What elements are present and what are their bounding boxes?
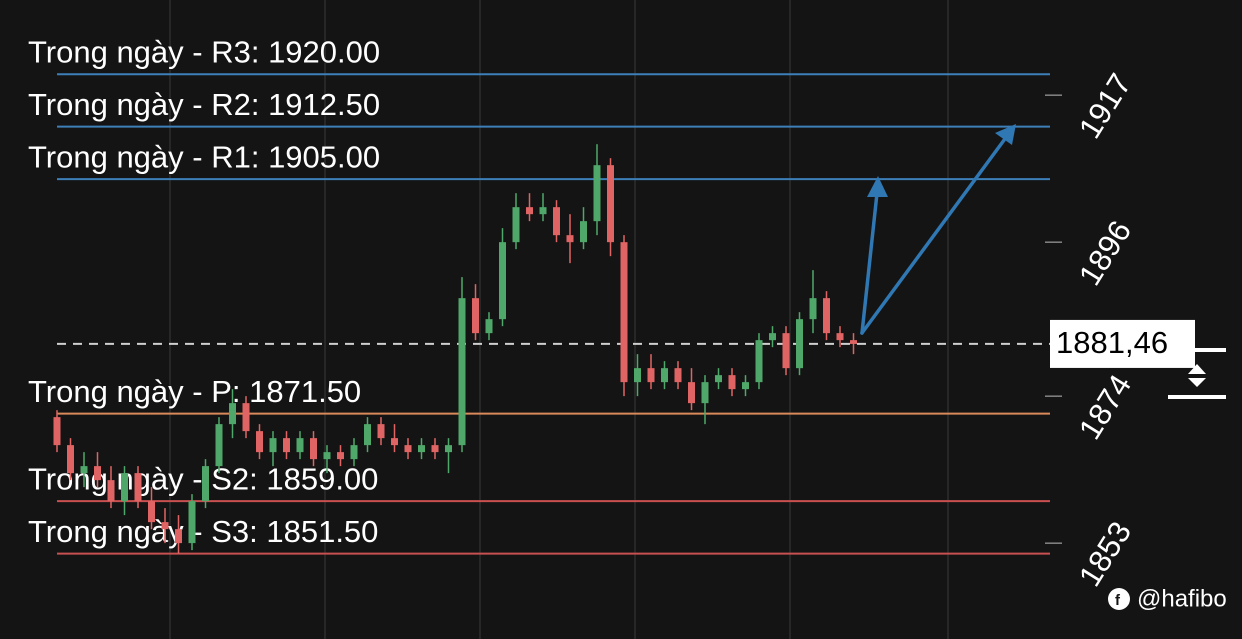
candle-body [472, 298, 479, 334]
candle-body [364, 424, 371, 446]
current-price-box [1050, 319, 1195, 368]
candle-body [418, 445, 425, 453]
candle-body [823, 298, 830, 334]
candle-body [350, 445, 358, 460]
arrow [860, 182, 880, 335]
candle-body [796, 319, 803, 369]
candle-body [269, 438, 277, 453]
candle-body [323, 452, 331, 460]
candle-body [283, 438, 290, 453]
vertical-grid [169, 0, 949, 639]
candle-body [175, 529, 182, 544]
watermark-text: @hafibo [1137, 585, 1227, 612]
candle-body [499, 242, 506, 320]
facebook-letter: f [1115, 592, 1121, 609]
arrow-head [867, 176, 888, 197]
candle-body [161, 522, 169, 530]
arrow-head [995, 124, 1016, 145]
candle-body [850, 340, 857, 344]
candle-body [256, 431, 263, 453]
candle-body [607, 165, 614, 243]
level-label: Trong ngày - R1: 1905.00 [28, 139, 380, 174]
candle-body [782, 333, 790, 369]
candle-body [445, 445, 452, 453]
candle-body [458, 298, 466, 446]
arrow [860, 130, 1012, 335]
candle-body [107, 480, 115, 502]
level-label: Trong ngày - S3: 1851.50 [28, 514, 378, 549]
candle-body [526, 207, 533, 215]
candles [53, 144, 857, 554]
level-label: Trong ngày - R2: 1912.50 [28, 87, 380, 122]
candle-body [337, 452, 344, 460]
candle-body [647, 368, 655, 383]
candle-body [620, 242, 628, 383]
facebook-icon [1108, 588, 1130, 610]
candle-body [134, 473, 142, 502]
candle-body [148, 501, 155, 523]
level-label: Trong ngày - R3: 1920.00 [28, 34, 380, 69]
candle-body [512, 207, 520, 243]
candle-body [809, 298, 817, 320]
candle-body [742, 382, 749, 390]
candle-body [553, 207, 560, 236]
candle-body [593, 165, 601, 222]
projection-arrows [860, 124, 1016, 335]
candle-body [715, 375, 722, 383]
tool-icon[interactable] [1168, 348, 1226, 399]
candle-body [377, 424, 385, 439]
candle-body [121, 473, 128, 502]
current-price-label: 1881,46 [1056, 325, 1168, 360]
watermark: f @hafibo [1108, 585, 1227, 612]
candle-body [661, 368, 668, 383]
candle-body [634, 368, 641, 383]
candle-body [728, 375, 736, 390]
candle-body [566, 235, 574, 243]
candle-body [242, 403, 250, 432]
candle-body [769, 333, 776, 341]
candle-body [391, 438, 398, 446]
candle-body [80, 466, 88, 474]
candle-body [215, 424, 223, 467]
candle-body [755, 340, 763, 383]
levels: Trong ngày - R3: 1920.00 Trong ngày - R2:… [28, 34, 1050, 555]
candle-body [485, 319, 493, 334]
candle-body [94, 466, 101, 481]
candle-body [310, 438, 317, 460]
candle-body [701, 382, 709, 404]
icon-arrow [1188, 364, 1206, 374]
candle-body [229, 403, 236, 425]
candle-body [67, 445, 74, 474]
candle-body [188, 501, 196, 544]
candle-body [296, 438, 304, 453]
candle-body [404, 445, 412, 453]
candle-body [539, 207, 547, 215]
candle-body [431, 445, 439, 453]
candle-body [53, 417, 61, 446]
candle-body [674, 368, 682, 383]
level-label: Trong ngày - P: 1871.50 [28, 374, 361, 409]
candle-body [580, 221, 587, 243]
icon-arrow [1188, 378, 1206, 387]
candle-body [202, 466, 209, 502]
candle-body [836, 333, 844, 341]
candle-body [688, 382, 695, 404]
